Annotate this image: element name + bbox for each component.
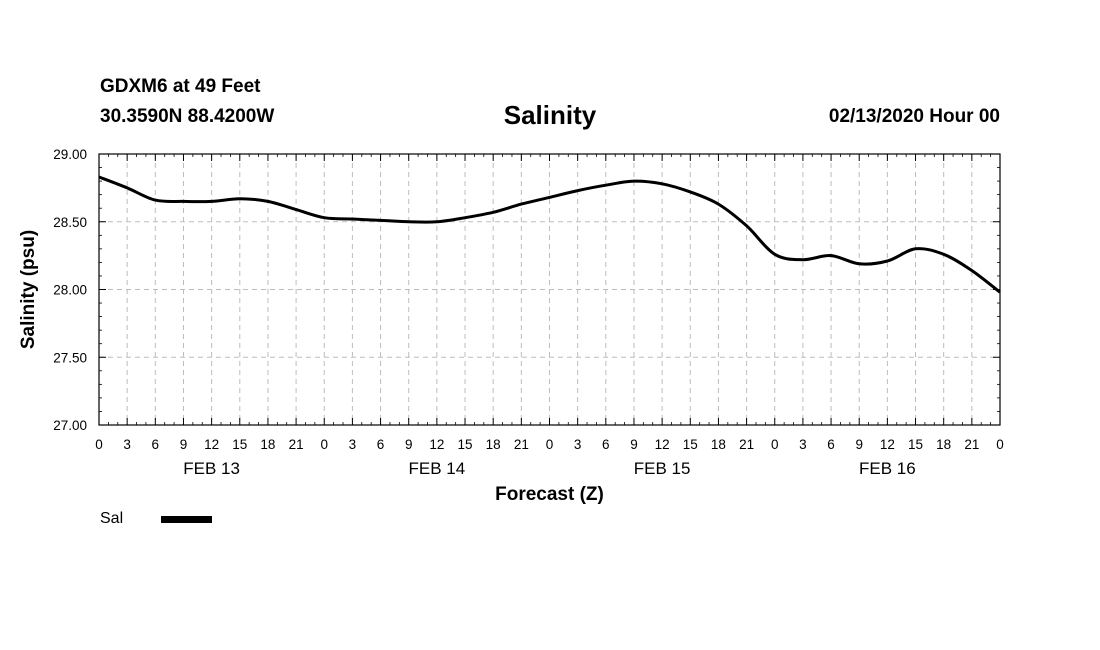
coordinates-label: 30.3590N 88.4200W bbox=[100, 106, 275, 127]
x-tick-label: 3 bbox=[123, 437, 131, 452]
x-tick-label: 9 bbox=[855, 437, 863, 452]
x-tick-label: 12 bbox=[204, 437, 219, 452]
x-tick-label: 3 bbox=[349, 437, 357, 452]
x-tick-label: 0 bbox=[95, 437, 103, 452]
y-tick-label: 28.50 bbox=[53, 215, 87, 230]
station-label: GDXM6 at 49 Feet bbox=[100, 76, 261, 97]
x-tick-label: 15 bbox=[683, 437, 698, 452]
plot-frame bbox=[98, 153, 1001, 426]
x-tick-label: 12 bbox=[429, 437, 444, 452]
x-tick-label: 6 bbox=[377, 437, 385, 452]
x-tick-label: 9 bbox=[405, 437, 413, 452]
x-tick-label: 0 bbox=[546, 437, 554, 452]
x-tick-label: 6 bbox=[602, 437, 610, 452]
x-tick-label: 15 bbox=[232, 437, 247, 452]
x-tick-label: 0 bbox=[771, 437, 779, 452]
x-tick-label: 18 bbox=[936, 437, 951, 452]
x-tick-label: 15 bbox=[908, 437, 923, 452]
date-label: FEB 13 bbox=[183, 459, 240, 478]
y-axis-ticks: 27.00 27.50 28.00 28.50 29.00 bbox=[53, 147, 1000, 433]
x-tick-label: 12 bbox=[655, 437, 670, 452]
model-run-time: 02/13/2020 Hour 00 bbox=[828, 106, 1000, 127]
x-tick-label: 21 bbox=[964, 437, 979, 452]
x-tick-label: 12 bbox=[880, 437, 895, 452]
legend-label: Sal bbox=[100, 510, 124, 527]
x-tick-label: 0 bbox=[996, 437, 1004, 452]
chart-title: Salinity bbox=[503, 100, 597, 130]
x-axis-label: Forecast (Z) bbox=[495, 484, 604, 505]
date-labels: FEB 13 FEB 14 FEB 15 FEB 16 bbox=[183, 459, 915, 478]
x-tick-label: 18 bbox=[260, 437, 275, 452]
x-tick-label: 3 bbox=[799, 437, 807, 452]
x-tick-label: 21 bbox=[739, 437, 754, 452]
x-tick-label: 18 bbox=[486, 437, 501, 452]
date-label: FEB 15 bbox=[634, 459, 691, 478]
x-tick-label: 9 bbox=[630, 437, 638, 452]
date-label: FEB 14 bbox=[409, 459, 466, 478]
x-tick-label: 18 bbox=[711, 437, 726, 452]
x-tick-label: 3 bbox=[574, 437, 582, 452]
y-tick-label: 28.00 bbox=[53, 283, 87, 298]
x-tick-label: 21 bbox=[289, 437, 304, 452]
x-tick-label: 6 bbox=[827, 437, 835, 452]
y-tick-label: 27.50 bbox=[53, 350, 87, 365]
x-tick-label: 0 bbox=[320, 437, 328, 452]
x-tick-label: 21 bbox=[514, 437, 529, 452]
series-layer bbox=[98, 175, 1001, 294]
grid-lines bbox=[99, 154, 1000, 425]
y-tick-label: 29.00 bbox=[53, 147, 87, 162]
y-tick-label: 27.00 bbox=[53, 418, 87, 433]
x-tick-label: 6 bbox=[152, 437, 160, 452]
date-label: FEB 16 bbox=[859, 459, 916, 478]
legend-swatch bbox=[161, 516, 212, 523]
x-tick-label: 15 bbox=[458, 437, 473, 452]
x-tick-label: 9 bbox=[180, 437, 188, 452]
y-axis-label: Salinity (psu) bbox=[18, 230, 39, 349]
series-line-sal bbox=[98, 175, 1001, 294]
